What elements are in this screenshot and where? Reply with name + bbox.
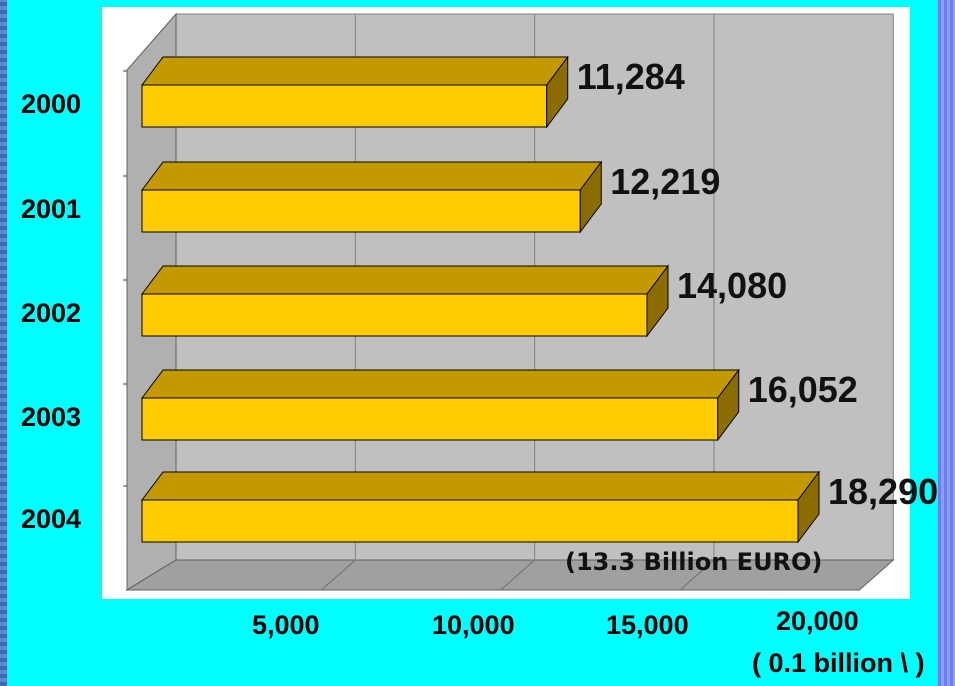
bar-value-label: 16,052 [748,369,858,410]
right-decor-strip [938,0,955,686]
x-axis-unit-label: ( 0.1 billion \ ) [752,648,925,678]
bar-value-label: 14,080 [677,265,787,306]
bar-side [797,470,820,544]
bar-top [141,369,740,399]
floor-gridline [500,559,535,591]
bar-front [141,84,548,128]
bar-front [141,189,581,233]
category-label: 2000 [20,89,82,119]
chart-annotation: (13.3 Billion EURO) [565,548,823,576]
bar-top [141,56,569,86]
x-tick-label: 15,000 [606,610,689,640]
floor-gridline [321,559,356,591]
bar-front [141,397,719,441]
floor-gridline [679,559,715,591]
category-label: 2001 [20,194,82,224]
bar-top [141,265,670,295]
category-label: 2004 [20,504,82,534]
bar-side [579,160,602,234]
floor-gridline [859,559,894,591]
bar-front [141,293,648,337]
left-decor-strip [0,0,7,686]
bar-value-label: 11,284 [577,56,685,97]
bar-top [141,161,603,191]
bar-value-label: 12,219 [610,161,720,202]
category-label: 2003 [20,402,82,432]
bar-side [717,368,740,442]
x-tick-label: 5,000 [252,610,320,640]
bar-side [646,264,669,338]
bar-side [546,55,569,129]
category-label: 2002 [20,298,82,328]
bar-value-label: 18,290 [828,471,938,512]
bar-front [141,499,799,543]
x-tick-label: 10,000 [432,610,515,640]
x-tick-label: 20,000 [776,606,859,636]
bar-top [141,471,820,501]
